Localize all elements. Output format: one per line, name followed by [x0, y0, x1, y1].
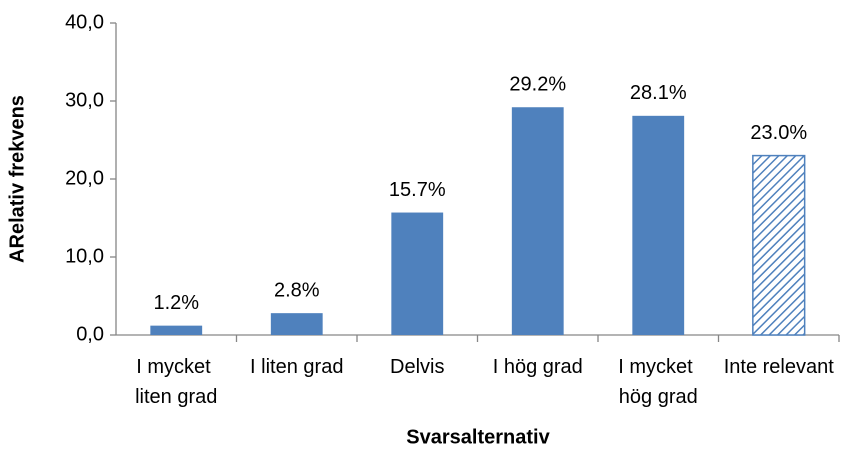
y-tick-label: 0,0 — [76, 323, 104, 345]
data-label: 29.2% — [509, 74, 566, 96]
bar — [270, 313, 323, 335]
data-label: 23.0% — [750, 122, 807, 144]
x-axis-title: Svarsalternativ — [406, 426, 550, 448]
x-tick-label: Delvis — [390, 356, 444, 378]
x-tick-label: I mycket hög grad — [618, 356, 698, 408]
y-tick-label: 10,0 — [65, 245, 104, 267]
data-label: 15.7% — [389, 179, 446, 201]
data-label: 1.2% — [153, 292, 199, 314]
bar — [511, 107, 564, 336]
bar — [150, 325, 203, 335]
y-tick-label: 20,0 — [65, 167, 104, 189]
bar — [752, 154, 806, 336]
data-label: 28.1% — [630, 82, 687, 104]
data-label: 2.8% — [274, 279, 320, 301]
bar — [391, 212, 444, 335]
x-tick-label: I hög grad — [493, 356, 583, 378]
y-tick-label: 40,0 — [65, 11, 104, 33]
x-tick-label: I mycket liten grad — [135, 356, 217, 408]
bar — [632, 115, 685, 335]
y-tick-label: 30,0 — [65, 89, 104, 111]
y-axis-title: ARelativ frekvens — [6, 95, 28, 263]
x-tick-label: I liten grad — [250, 356, 343, 378]
x-tick-label: Inte relevant — [724, 356, 835, 378]
